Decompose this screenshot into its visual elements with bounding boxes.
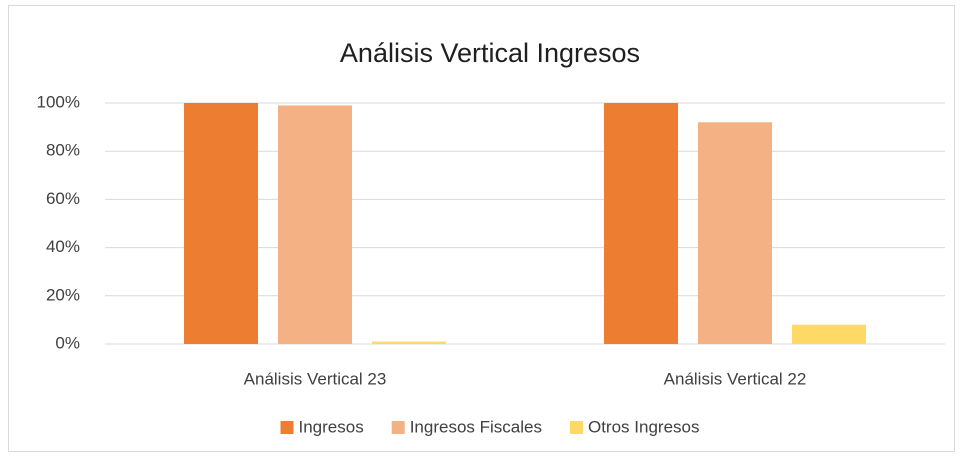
y-tick-label: 0% <box>55 333 80 352</box>
y-tick-label: 80% <box>46 141 80 160</box>
bar <box>604 103 678 344</box>
y-tick-label: 60% <box>46 189 80 208</box>
bar <box>698 122 772 344</box>
bar <box>184 103 258 344</box>
legend-swatch <box>569 421 583 434</box>
legend-label: Otros Ingresos <box>588 417 700 436</box>
bar <box>278 105 352 344</box>
y-tick-label: 20% <box>46 285 80 304</box>
chart-title: Análisis Vertical Ingresos <box>340 38 640 68</box>
y-tick-label: 40% <box>46 237 80 256</box>
x-tick-label: Análisis Vertical 23 <box>244 369 387 388</box>
legend-label: Ingresos <box>299 417 364 436</box>
bar <box>372 341 446 344</box>
legend-swatch <box>280 421 294 434</box>
bar <box>792 324 866 344</box>
x-tick-label: Análisis Vertical 22 <box>664 369 807 388</box>
chart-border <box>8 5 955 452</box>
legend-swatch <box>391 421 405 434</box>
y-tick-label: 100% <box>37 92 80 111</box>
legend-label: Ingresos Fiscales <box>410 417 542 436</box>
